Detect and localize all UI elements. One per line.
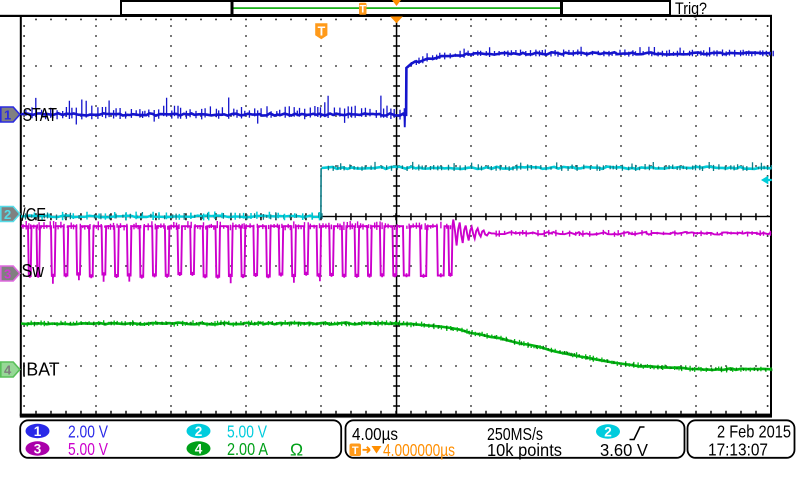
- svg-text:3: 3: [34, 441, 42, 456]
- svg-text:Sw: Sw: [22, 261, 45, 281]
- svg-text:3.60 V: 3.60 V: [600, 440, 648, 460]
- svg-text:10k points: 10k points: [487, 440, 562, 460]
- svg-text:5.00 V: 5.00 V: [227, 422, 267, 442]
- svg-text:T: T: [318, 25, 326, 39]
- svg-text:2 Feb 2015: 2 Feb 2015: [717, 422, 791, 442]
- svg-text:T: T: [352, 445, 359, 457]
- svg-text:3: 3: [4, 267, 11, 282]
- svg-text:4.000000µs: 4.000000µs: [383, 440, 455, 460]
- svg-text:2: 2: [4, 207, 11, 222]
- svg-text:IBAT: IBAT: [22, 359, 60, 379]
- svg-text:Ω: Ω: [290, 440, 303, 460]
- svg-text:4: 4: [195, 441, 203, 456]
- svg-text:4.00µs: 4.00µs: [352, 424, 398, 444]
- svg-text:2: 2: [195, 424, 203, 439]
- svg-text:/CE: /CE: [22, 205, 47, 225]
- svg-text:T: T: [359, 4, 366, 16]
- svg-text:2.00 V: 2.00 V: [68, 422, 108, 442]
- svg-text:2: 2: [604, 424, 612, 439]
- svg-text:1: 1: [34, 424, 42, 439]
- svg-text:1: 1: [4, 108, 11, 123]
- svg-text:STAT: STAT: [23, 105, 58, 125]
- svg-text:5.00 V: 5.00 V: [68, 439, 108, 459]
- svg-text:2.00 A: 2.00 A: [227, 439, 268, 459]
- svg-text:17:13:07: 17:13:07: [708, 440, 768, 460]
- svg-text:4: 4: [4, 363, 12, 378]
- svg-text:250MS/s: 250MS/s: [487, 424, 543, 444]
- svg-text:Trig?: Trig?: [675, 0, 707, 18]
